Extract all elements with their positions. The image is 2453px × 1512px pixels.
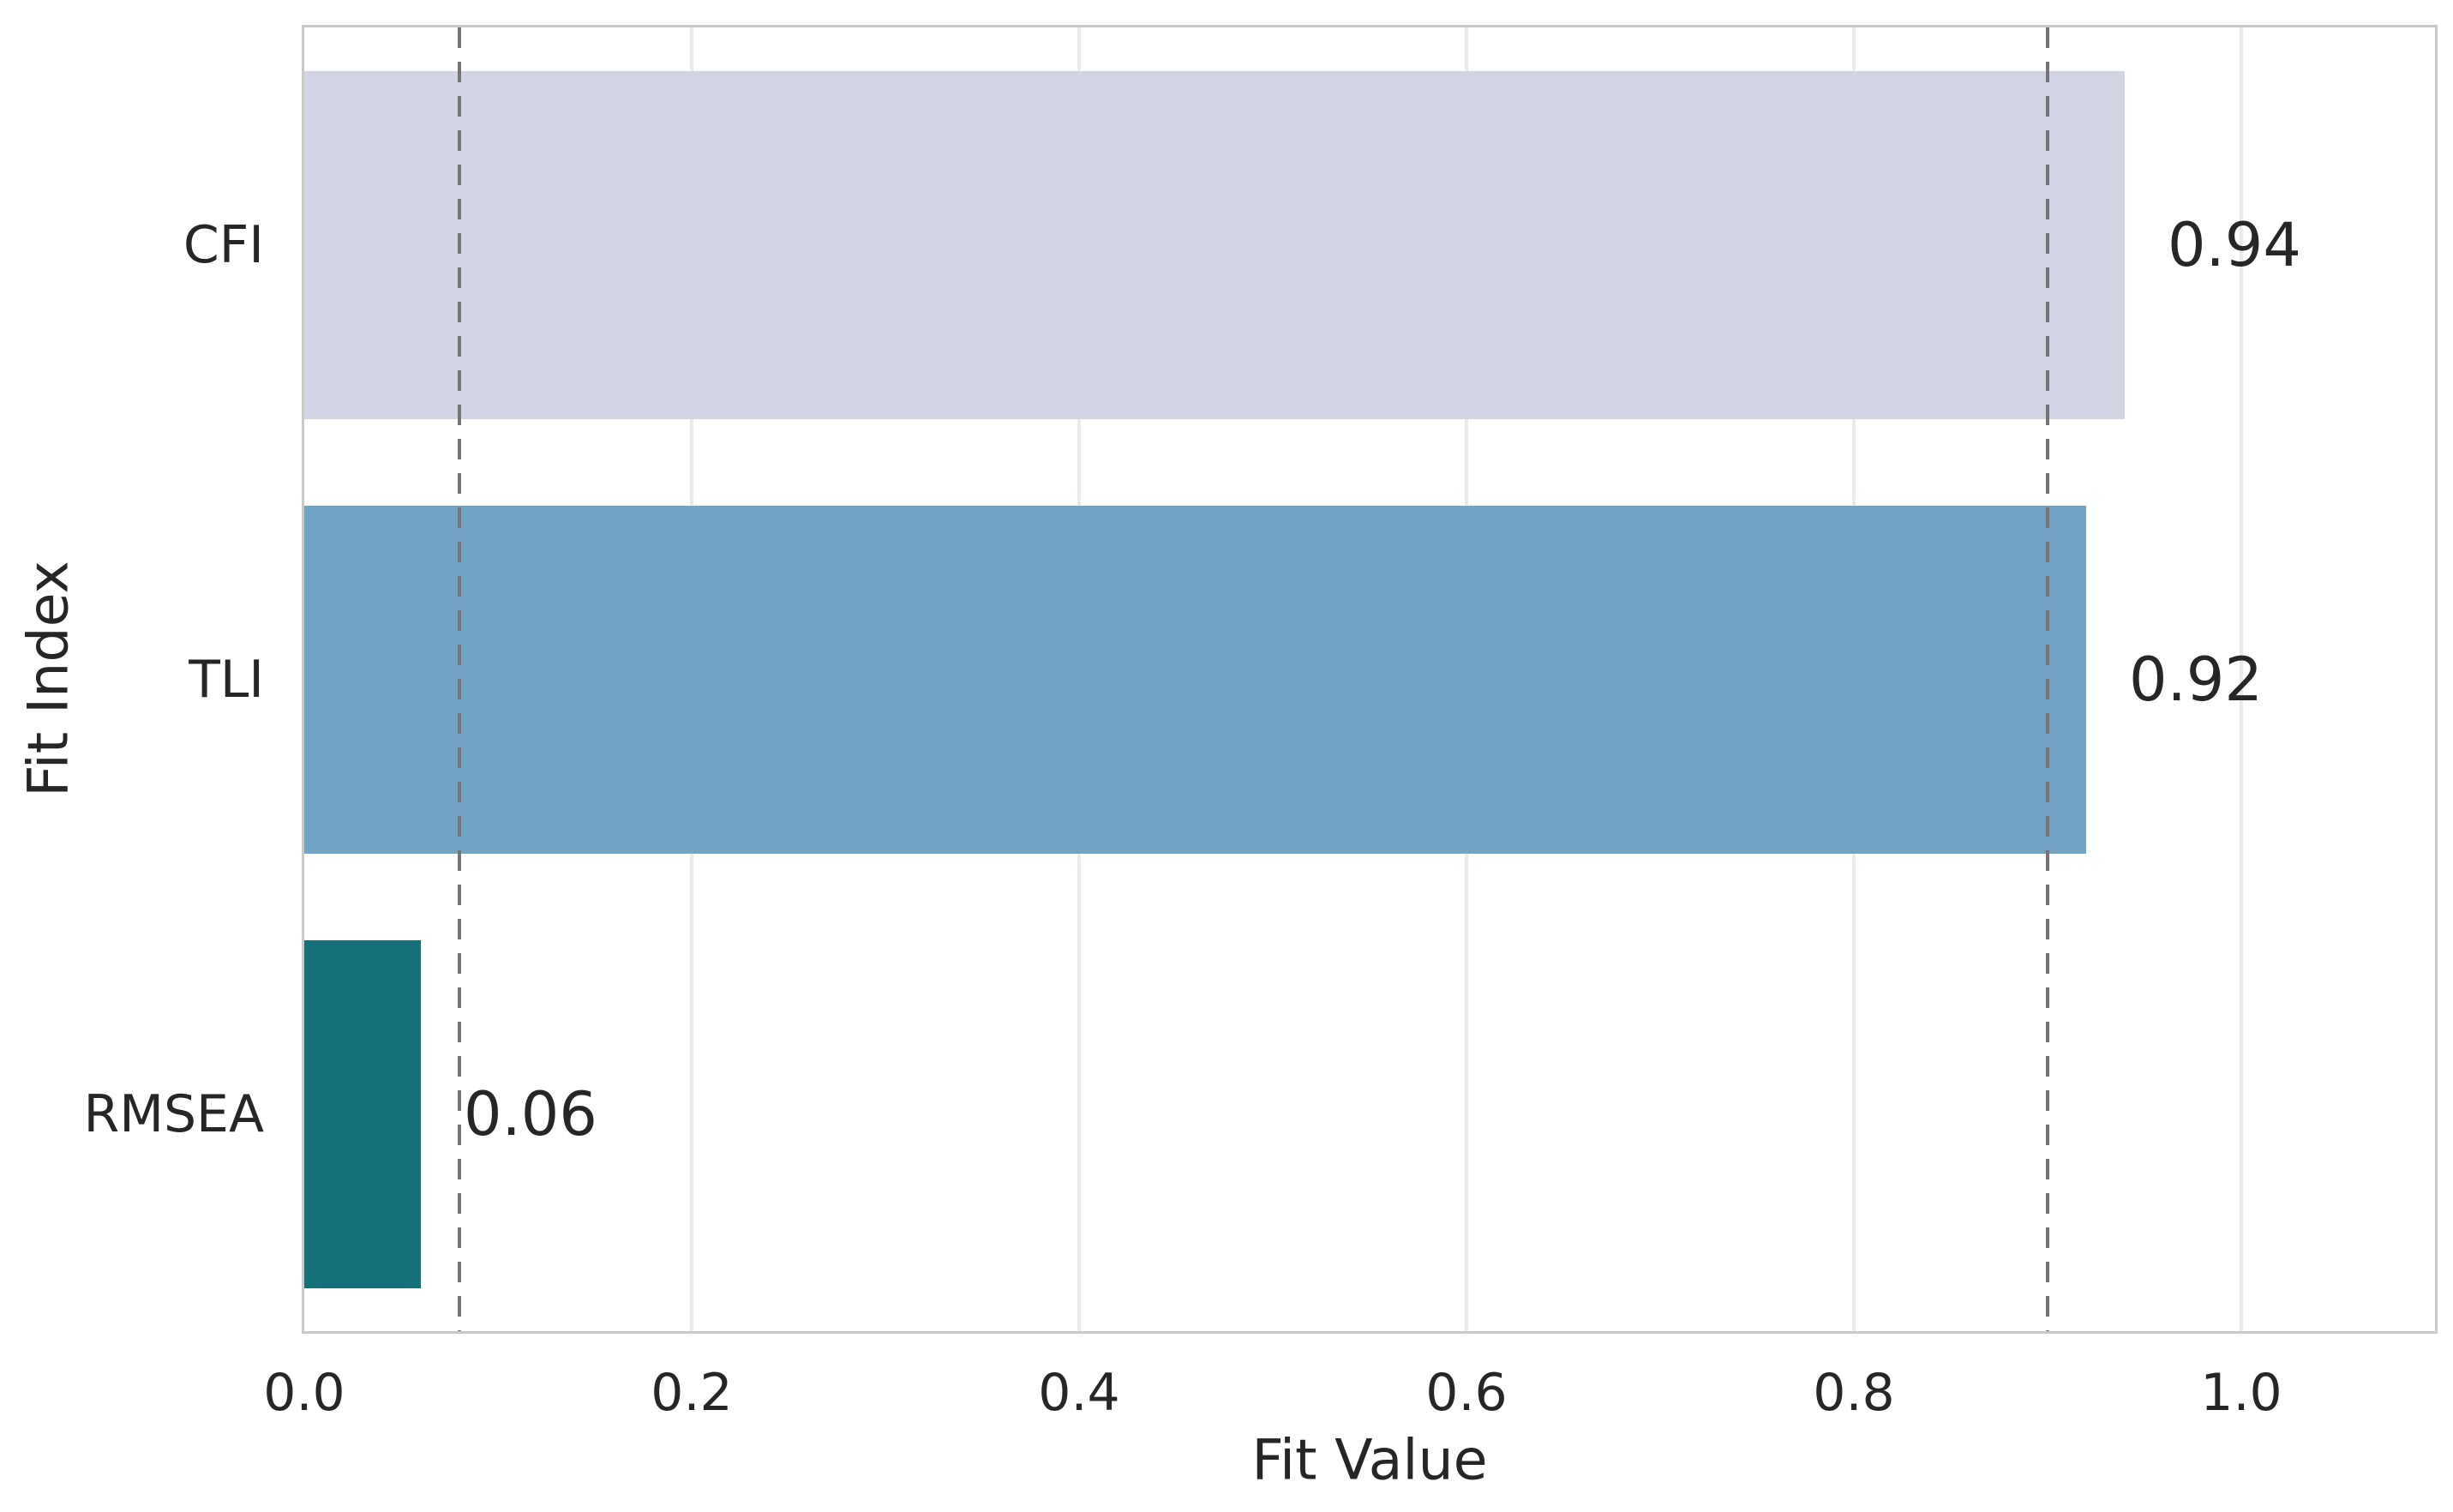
x-tick-label-1.0: 1.0 bbox=[2200, 1363, 2282, 1423]
bar-value-label-rmsea: 0.06 bbox=[464, 1079, 597, 1149]
y-tick-label-cfi: CFI bbox=[183, 215, 264, 275]
bar-rmsea bbox=[304, 940, 421, 1288]
reference-lines-layer bbox=[304, 27, 2435, 1331]
plot-area: 0.94 0.92 0.06 bbox=[302, 25, 2438, 1334]
threshold-line-0.9 bbox=[2046, 27, 2049, 1331]
threshold-line-0.08 bbox=[458, 27, 461, 1331]
x-axis-title: Fit Value bbox=[1251, 1428, 1488, 1493]
gridline bbox=[2240, 27, 2243, 1331]
x-tick-label-0.4: 0.4 bbox=[1038, 1363, 1120, 1423]
bar-value-label-cfi: 0.94 bbox=[2168, 210, 2301, 280]
bar-tli bbox=[304, 506, 2086, 854]
y-axis-title: Fit Index bbox=[16, 561, 81, 797]
bar-value-label-tli: 0.92 bbox=[2129, 645, 2263, 715]
bars-layer bbox=[304, 27, 2435, 1331]
y-tick-label-rmsea: RMSEA bbox=[83, 1084, 265, 1144]
bar-cfi bbox=[304, 71, 2125, 419]
y-tick-label-tli: TLI bbox=[189, 650, 264, 710]
x-tick-label-0.8: 0.8 bbox=[1813, 1363, 1895, 1423]
bar-value-labels-layer: 0.94 0.92 0.06 bbox=[304, 27, 2435, 1331]
x-tick-label-0.2: 0.2 bbox=[651, 1363, 733, 1423]
x-tick-label-0.6: 0.6 bbox=[1425, 1363, 1508, 1423]
x-tick-label-0.0: 0.0 bbox=[263, 1363, 345, 1423]
